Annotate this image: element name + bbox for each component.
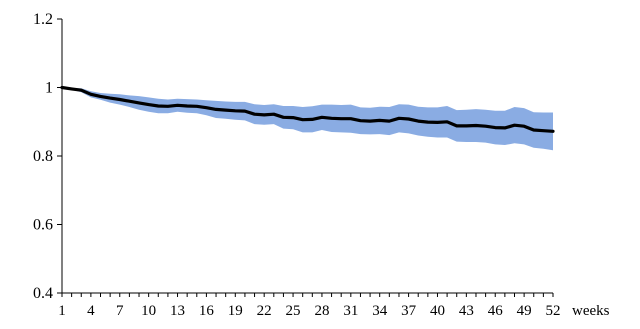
x-tick-label: 16	[199, 303, 215, 319]
x-tick-label: 31	[343, 303, 358, 319]
x-tick-label: 10	[141, 303, 156, 319]
x-axis-ticks: 1 4 7 10 13 16 19 22 25 28 31 34 37 40 43 46 49 52	[58, 293, 561, 319]
x-tick-label: 19	[228, 303, 243, 319]
mean-series-line	[60, 85, 555, 133]
y-tick-label: 0.6	[33, 217, 53, 234]
y-tick-label: 1	[45, 80, 53, 97]
x-tick-label: 28	[314, 303, 329, 319]
x-tick-label: 40	[430, 303, 445, 319]
x-tick-label: 7	[116, 303, 124, 319]
x-tick-label: 43	[459, 303, 474, 319]
y-tick-label: 0.4	[33, 285, 53, 302]
x-tick-label: 37	[401, 303, 417, 319]
x-tick-label: 1	[58, 303, 66, 319]
x-axis-label: weeks	[572, 303, 610, 319]
x-tick-label: 4	[87, 303, 95, 319]
x-tick-label: 52	[546, 303, 561, 319]
x-tick-label: 46	[488, 303, 504, 319]
x-tick-label: 49	[517, 303, 532, 319]
x-tick-label: 25	[286, 303, 301, 319]
x-tick-label: 22	[257, 303, 272, 319]
x-tick-label: 13	[170, 303, 185, 319]
y-tick-label: 1.2	[33, 11, 53, 28]
y-axis-ticks: 0.4 0.6 0.8 1 1.2	[33, 11, 62, 302]
y-tick-label: 0.8	[33, 148, 53, 165]
x-tick-label: 34	[372, 303, 388, 319]
